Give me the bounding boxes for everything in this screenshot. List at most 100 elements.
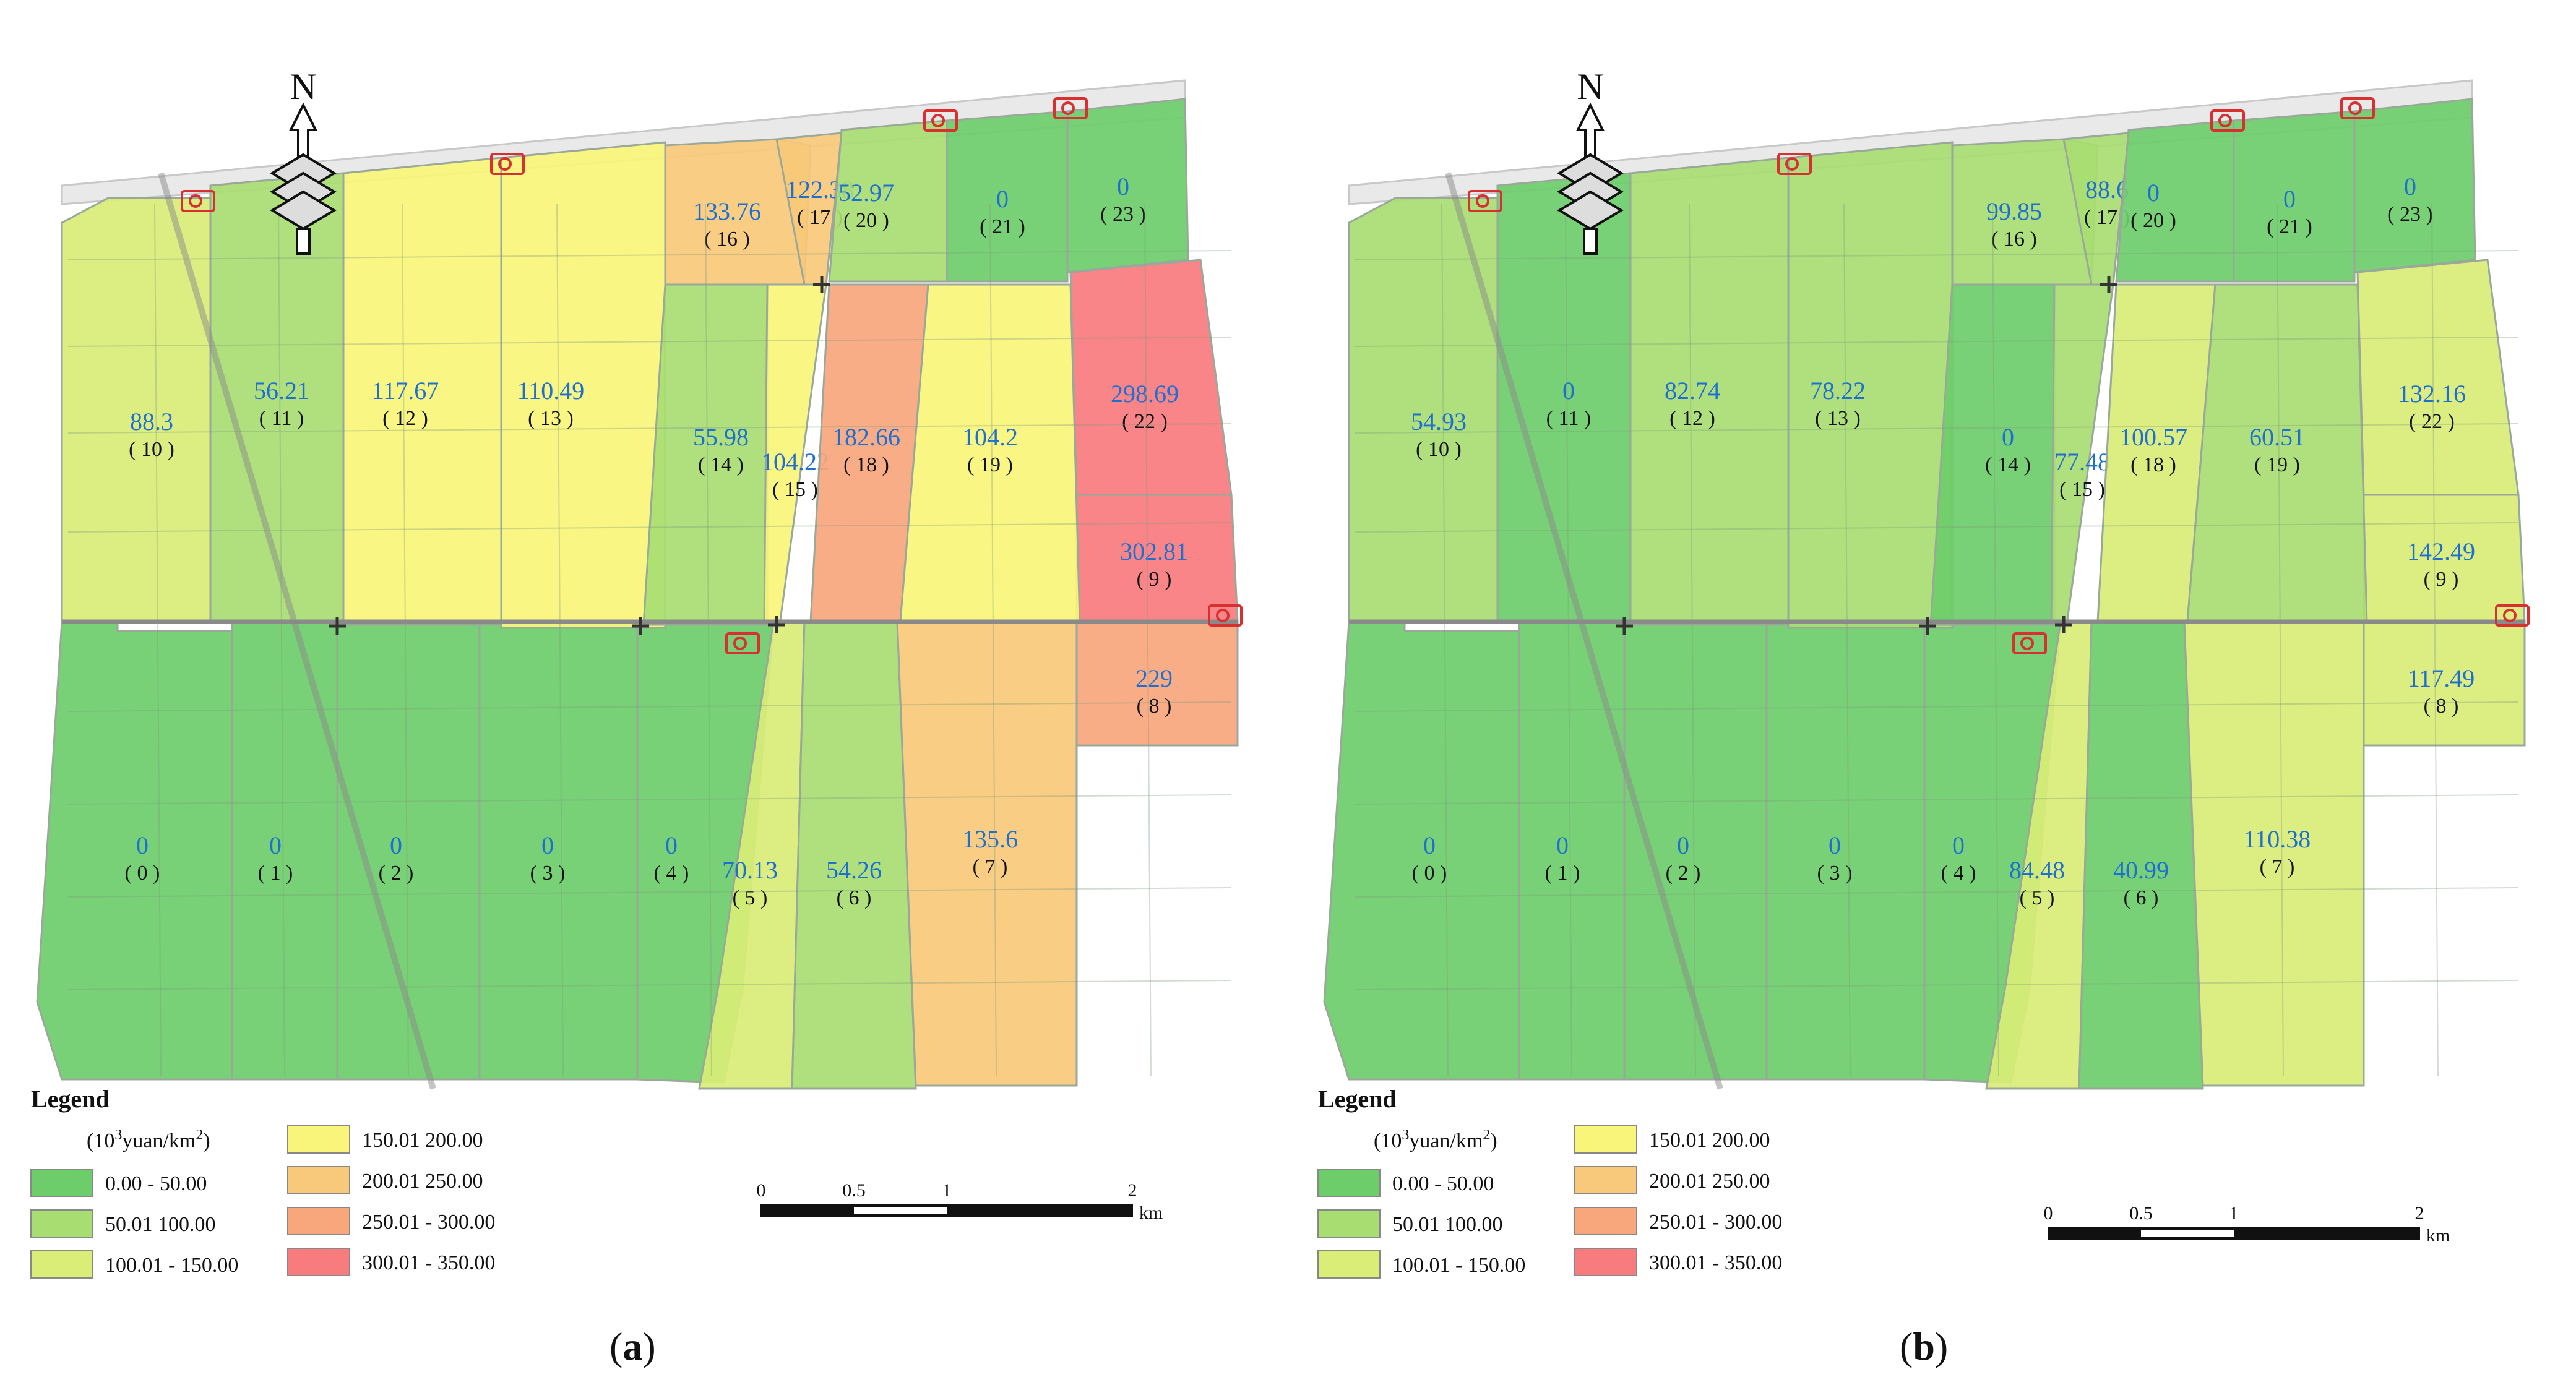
pump-station-icon [1208,604,1243,627]
zone-value-label: 0 [2147,179,2160,207]
zone-polygon [2183,620,2365,1087]
legend-range: 200.01 250.00 [362,1170,483,1193]
zone-id-label: ( 13 ) [528,407,574,430]
zone-value-label: 104.2 [962,423,1018,451]
zone-12: 82.74( 12 ) [1629,157,1790,626]
legend-swatch [287,1248,350,1276]
zone-value-label: 0 [390,831,402,859]
zone-polygon [946,110,1069,283]
legend-swatch [1574,1166,1637,1194]
pump-station-icon [1777,153,1812,175]
legend-item: 200.01 250.00 [1574,1166,1770,1194]
legend-swatch [1574,1125,1637,1154]
zone-value-label: 60.51 [2249,423,2305,451]
legend-unit: (103yuan/km2) [1374,1127,1497,1152]
zone-id-label: ( 11 ) [1546,407,1591,430]
zone-value-label: 298.69 [1111,380,1179,408]
zone-id-label: ( 3 ) [1817,862,1853,885]
zone-23: 0 ( 23 ) [2353,98,2476,273]
north-label: N [290,66,316,107]
zone-id-label: ( 23 ) [1100,203,1146,226]
zone-id-label: ( 7 ) [973,856,1008,878]
legend-item: 200.01 250.00 [287,1166,483,1194]
legend-range: 150.01 200.00 [362,1129,483,1152]
legend-range: 0.00 - 50.00 [1392,1172,1494,1195]
zone-id-label: ( 21 ) [2267,215,2312,238]
zone-value-label: 0 [1562,377,1575,405]
zone-22: 132.16( 22 ) [2356,259,2520,496]
zone-15: 104.22( 15 ) [761,283,829,626]
zone-id-label: ( 23 ) [2387,203,2433,226]
junction-cross-icon [1919,617,1936,635]
zone-value-label: 0 [1556,831,1569,859]
zone-7: 135.6 ( 7 ) [896,620,1078,1087]
legend-swatch [1317,1250,1381,1279]
legend-range: 100.01 - 150.00 [1392,1254,1525,1277]
zone-value-label: 40.99 [2113,856,2169,884]
zone-9: 302.81 ( 9 ) [1075,494,1239,623]
pump-station-icon [2340,97,2375,119]
zone-value-label: 84.48 [2009,856,2065,884]
legend-range: 150.01 200.00 [1649,1129,1770,1152]
zone-polygon [1765,620,1926,1081]
legend-item: 300.01 - 350.00 [287,1248,495,1276]
legend-swatch [1574,1207,1637,1235]
diagonal-road [158,172,436,1090]
zone-polygon [500,141,666,629]
legend-swatch [287,1166,350,1194]
zone-value-label: 133.76 [693,197,761,225]
legend-item: 100.01 - 150.00 [1317,1250,1525,1279]
legend-swatch [1574,1248,1637,1276]
scale-unit: km [1139,1203,1163,1223]
zone-id-label: ( 9 ) [2424,568,2459,591]
panel-label-b: (b) [1900,1324,1949,1368]
zone-id-label: ( 4 ) [1941,862,1976,885]
zone-id-label: ( 19 ) [967,453,1013,476]
north-label: N [1577,66,1603,107]
zone-value-label: 78.22 [1810,377,1866,405]
zone-id-label: ( 18 ) [2130,453,2176,476]
zone-21: 0( 21 ) [2233,110,2356,283]
zone-polygon [36,620,233,1081]
legend: Legend (103yuan/km2) 0.00 - 50.00 50.01 100… [30,1085,495,1279]
zone-id-label: ( 8 ) [1137,695,1172,718]
zone-id-label: ( 5 ) [733,886,768,909]
zone-id-label: ( 16 ) [704,228,750,251]
zone-value-label: 0 [136,831,149,859]
zone-id-label: ( 0 ) [125,862,160,885]
zone-id-label: ( 20 ) [843,209,889,232]
zone-id-label: ( 15 ) [772,478,818,501]
legend: Legend (103yuan/km2) 0.00 - 50.00 50.01 100… [1317,1085,1782,1279]
zone-id-label: ( 22 ) [1122,410,1168,433]
zone-id-label: ( 18 ) [843,453,889,476]
legend-range: 50.01 100.00 [105,1213,216,1236]
zone-value-label: 110.49 [517,377,585,405]
legend-swatch [30,1250,93,1279]
zone-id-label: ( 6 ) [837,886,872,909]
zone-value-label: 229 [1135,664,1173,692]
zone-value-label: 117.49 [2408,664,2475,692]
zone-value-label: 99.85 [1986,197,2042,225]
zone-value-label: 117.67 [372,377,439,405]
zone-9: 142.49 ( 9 ) [2363,494,2526,623]
field-lines [67,204,1232,1077]
zone-id-label: ( 6 ) [2124,886,2159,909]
legend-range: 200.01 250.00 [1649,1170,1770,1193]
legend-title: Legend [31,1085,110,1113]
legend-item: 250.01 - 300.00 [287,1207,495,1235]
pump-station-icon [181,190,215,212]
zone-1: 0 ( 1 ) [1518,620,1626,1081]
pump-station-icon [2210,109,2245,132]
zone-id-label: ( 14 ) [1985,453,2031,476]
zone-id-label: ( 11 ) [259,407,304,430]
zone-6: 40.99( 6 ) [2078,620,2204,1090]
junction-cross-icon [813,276,830,293]
zone-22: 298.69( 22 ) [1069,259,1233,496]
zone-value-label: 0 [1677,831,1689,859]
zone-value-label: 0 [665,831,678,859]
legend-item: 250.01 - 300.00 [1574,1207,1782,1235]
zone-value-label: 135.6 [962,825,1018,853]
legend-range: 50.01 100.00 [1392,1213,1503,1236]
zone-value-label: 132.16 [2398,380,2466,408]
zone-value-label: 104.22 [761,448,829,476]
